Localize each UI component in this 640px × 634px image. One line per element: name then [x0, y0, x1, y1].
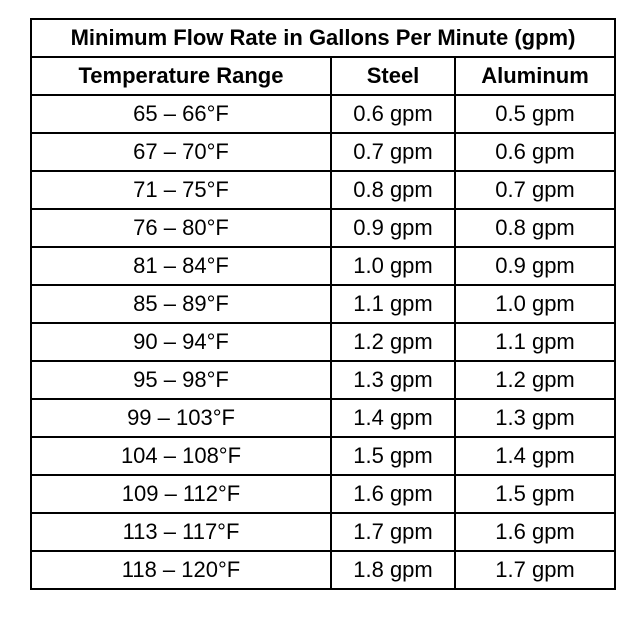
aluminum-flow-cell: 0.5 gpm — [453, 94, 617, 134]
temperature-range-cell: 109 – 112°F — [30, 474, 332, 514]
table-row: 67 – 70°F 0.7 gpm 0.6 gpm — [30, 132, 617, 172]
temperature-range-cell: 90 – 94°F — [30, 322, 332, 362]
table-row: 90 – 94°F 1.2 gpm 1.1 gpm — [30, 322, 617, 362]
temperature-range-cell: 71 – 75°F — [30, 170, 332, 210]
aluminum-flow-cell: 1.2 gpm — [453, 360, 617, 400]
aluminum-flow-cell: 1.7 gpm — [453, 550, 617, 590]
header-row: Temperature Range Steel Aluminum — [30, 56, 617, 96]
temperature-range-cell: 118 – 120°F — [30, 550, 332, 590]
steel-flow-cell: 1.5 gpm — [330, 436, 456, 476]
header-temperature-range: Temperature Range — [30, 56, 332, 96]
table-row: 104 – 108°F 1.5 gpm 1.4 gpm — [30, 436, 617, 476]
table-row: 81 – 84°F 1.0 gpm 0.9 gpm — [30, 246, 617, 286]
table-body: 65 – 66°F 0.6 gpm 0.5 gpm 67 – 70°F 0.7 … — [30, 94, 617, 590]
aluminum-flow-cell: 1.3 gpm — [453, 398, 617, 438]
table-row: 118 – 120°F 1.8 gpm 1.7 gpm — [30, 550, 617, 590]
flow-rate-table: Minimum Flow Rate in Gallons Per Minute … — [29, 18, 617, 590]
aluminum-flow-cell: 0.9 gpm — [453, 246, 617, 286]
table-row: 65 – 66°F 0.6 gpm 0.5 gpm — [30, 94, 617, 134]
steel-flow-cell: 1.2 gpm — [330, 322, 456, 362]
table-row: 109 – 112°F 1.6 gpm 1.5 gpm — [30, 474, 617, 514]
steel-flow-cell: 1.8 gpm — [330, 550, 456, 590]
aluminum-flow-cell: 1.5 gpm — [453, 474, 617, 514]
table-row: 113 – 117°F 1.7 gpm 1.6 gpm — [30, 512, 617, 552]
table-title: Minimum Flow Rate in Gallons Per Minute … — [29, 18, 617, 58]
temperature-range-cell: 67 – 70°F — [30, 132, 332, 172]
steel-flow-cell: 0.9 gpm — [330, 208, 456, 248]
table-row: 85 – 89°F 1.1 gpm 1.0 gpm — [30, 284, 617, 324]
title-row: Minimum Flow Rate in Gallons Per Minute … — [29, 18, 617, 58]
header-aluminum: Aluminum — [453, 56, 617, 96]
header-steel: Steel — [330, 56, 456, 96]
steel-flow-cell: 1.3 gpm — [330, 360, 456, 400]
temperature-range-cell: 95 – 98°F — [30, 360, 332, 400]
temperature-range-cell: 85 – 89°F — [30, 284, 332, 324]
table-row: 76 – 80°F 0.9 gpm 0.8 gpm — [30, 208, 617, 248]
aluminum-flow-cell: 1.1 gpm — [453, 322, 617, 362]
steel-flow-cell: 1.1 gpm — [330, 284, 456, 324]
steel-flow-cell: 0.8 gpm — [330, 170, 456, 210]
aluminum-flow-cell: 0.6 gpm — [453, 132, 617, 172]
aluminum-flow-cell: 1.6 gpm — [453, 512, 617, 552]
steel-flow-cell: 0.7 gpm — [330, 132, 456, 172]
aluminum-flow-cell: 0.7 gpm — [453, 170, 617, 210]
steel-flow-cell: 1.6 gpm — [330, 474, 456, 514]
steel-flow-cell: 1.0 gpm — [330, 246, 456, 286]
table-row: 71 – 75°F 0.8 gpm 0.7 gpm — [30, 170, 617, 210]
table-row: 99 – 103°F 1.4 gpm 1.3 gpm — [30, 398, 617, 438]
steel-flow-cell: 1.7 gpm — [330, 512, 456, 552]
temperature-range-cell: 113 – 117°F — [30, 512, 332, 552]
steel-flow-cell: 1.4 gpm — [330, 398, 456, 438]
temperature-range-cell: 99 – 103°F — [30, 398, 332, 438]
steel-flow-cell: 0.6 gpm — [330, 94, 456, 134]
aluminum-flow-cell: 0.8 gpm — [453, 208, 617, 248]
aluminum-flow-cell: 1.4 gpm — [453, 436, 617, 476]
temperature-range-cell: 104 – 108°F — [30, 436, 332, 476]
aluminum-flow-cell: 1.0 gpm — [453, 284, 617, 324]
table-row: 95 – 98°F 1.3 gpm 1.2 gpm — [30, 360, 617, 400]
temperature-range-cell: 65 – 66°F — [30, 94, 332, 134]
temperature-range-cell: 81 – 84°F — [30, 246, 332, 286]
temperature-range-cell: 76 – 80°F — [30, 208, 332, 248]
